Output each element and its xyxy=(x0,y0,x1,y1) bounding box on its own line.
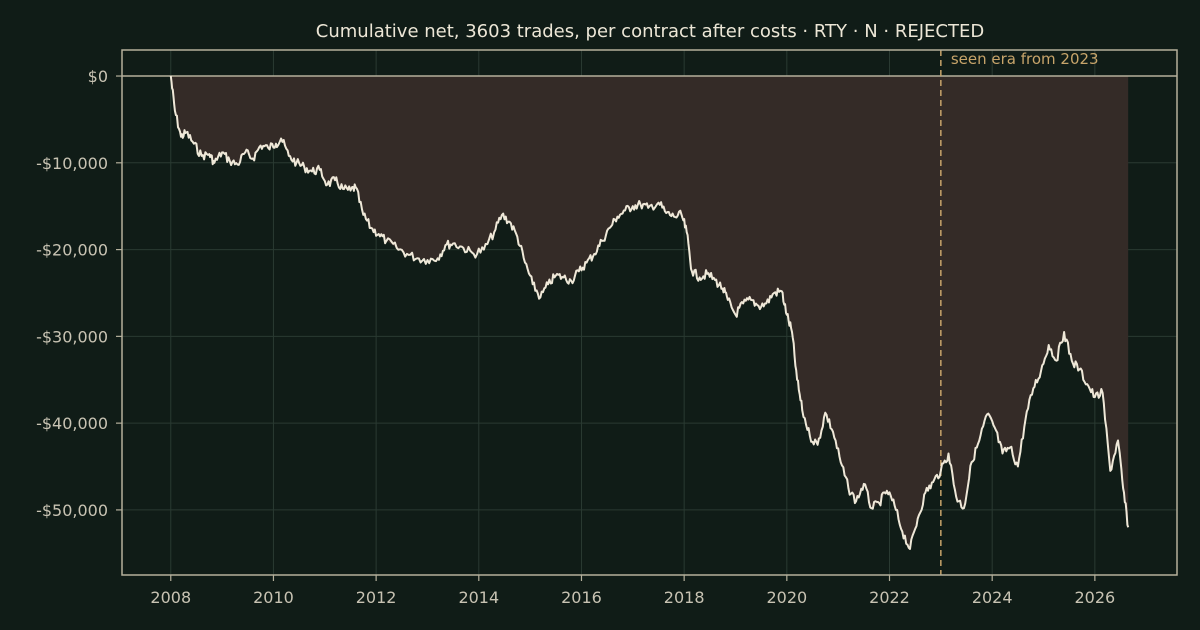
x-axis: 2008 2010 2012 2014 2016 2018 2020 2022 2024 2026 xyxy=(150,575,1115,607)
x-tick-label: 2026 xyxy=(1074,588,1115,607)
y-tick-label: -$10,000 xyxy=(36,154,108,173)
seen-era-label: seen era from 2023 xyxy=(951,50,1099,68)
chart-title: Cumulative net, 3603 trades, per contrac… xyxy=(316,21,984,42)
x-tick-label: 2024 xyxy=(972,588,1013,607)
axes xyxy=(121,49,1178,576)
plot-frame xyxy=(121,49,1178,576)
x-tick-label: 2020 xyxy=(766,588,807,607)
y-tick-label: -$20,000 xyxy=(36,241,108,260)
y-tick-label: -$50,000 xyxy=(36,501,108,520)
series-layer xyxy=(169,75,1130,550)
x-tick-label: 2018 xyxy=(664,588,705,607)
drawdown-fill xyxy=(170,76,1129,549)
y-tick-label: $0 xyxy=(88,67,108,86)
y-tick-label: -$40,000 xyxy=(36,414,108,433)
x-tick-label: 2022 xyxy=(869,588,910,607)
cumulative-net-line xyxy=(169,75,1130,550)
annotation-layer: seen era from 2023 xyxy=(940,50,1099,575)
x-tick-label: 2010 xyxy=(253,588,294,607)
y-tick-label: -$30,000 xyxy=(36,327,108,346)
x-tick-label: 2016 xyxy=(561,588,602,607)
y-axis: $0 -$10,000 -$20,000 -$30,000 -$40,000 -$50,0… xyxy=(36,67,122,520)
x-tick-label: 2012 xyxy=(356,588,397,607)
x-tick-label: 2008 xyxy=(150,588,191,607)
x-tick-label: 2014 xyxy=(458,588,499,607)
drawdown-area xyxy=(170,76,1129,549)
